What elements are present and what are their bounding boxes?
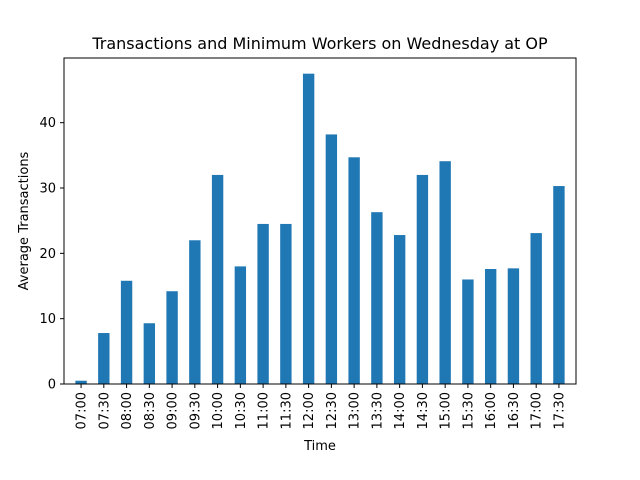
bar-1330 (371, 212, 383, 384)
x-axis-label: Time (303, 439, 336, 454)
x-tick-label: 11:00 (257, 392, 272, 429)
x-tick-label: 13:00 (348, 392, 363, 429)
y-tick-label: 40 (39, 116, 56, 131)
bar-0800 (120, 280, 133, 384)
y-axis-label: Average Transactions (17, 151, 32, 290)
x-tick-label: 15:30 (461, 392, 476, 429)
bar-0830 (143, 323, 156, 384)
bar-1400 (393, 235, 406, 384)
bar-1200 (302, 73, 315, 385)
x-tick-label: 15:00 (439, 392, 454, 429)
bar-1600 (484, 269, 497, 384)
y-tick-label: 20 (39, 247, 56, 262)
x-tick-label: 14:30 (416, 392, 431, 429)
bar-1630 (507, 268, 520, 384)
y-tick-label: 0 (48, 378, 56, 393)
bar-1100 (257, 223, 269, 384)
x-tick-label: 12:30 (325, 392, 340, 429)
y-ticks-group: 0 10 20 30 40 (39, 116, 64, 393)
chart-title: Transactions and Minimum Workers on Wedn… (91, 34, 548, 53)
x-tick-label: 10:00 (211, 392, 226, 429)
bar-1230 (325, 134, 338, 384)
y-tick-label: 10 (39, 312, 56, 327)
x-tick-label: 08:00 (120, 392, 135, 429)
x-tick-label: 10:30 (234, 392, 249, 429)
bar-1730 (553, 186, 565, 384)
bars-group (75, 73, 565, 385)
x-tick-label: 07:30 (97, 392, 112, 429)
x-tick-label: 14:00 (393, 392, 408, 429)
x-tick-label: 08:30 (143, 392, 158, 429)
bar-0700 (75, 380, 87, 384)
x-tick-label: 12:00 (302, 392, 317, 429)
bar-1530 (462, 279, 474, 384)
x-tick-label: 11:30 (279, 392, 294, 429)
bar-1030 (234, 266, 247, 384)
bar-0900 (166, 291, 178, 384)
x-tick-label: 13:30 (370, 392, 385, 429)
bar-1000 (211, 174, 224, 384)
bar-1700 (530, 233, 542, 384)
x-tick-label: 16:30 (507, 392, 522, 429)
x-tick-label: 09:30 (188, 392, 203, 429)
bar-0730 (98, 333, 110, 384)
plot-frame (63, 57, 577, 385)
x-tick-label: 16:00 (484, 392, 499, 429)
bar-1430 (416, 174, 429, 384)
bar-1500 (439, 161, 451, 384)
x-tick-label: 07:00 (75, 392, 90, 429)
x-tick-label: 17:00 (530, 392, 545, 429)
x-tick-label: 17:30 (552, 392, 567, 429)
bar-0930 (189, 240, 201, 384)
bar-1300 (348, 157, 360, 384)
x-ticks-group: 07:00 07:30 08:00 08:30 09:00 09:30 10:00 10:30… (75, 384, 567, 429)
x-tick-label: 09:00 (166, 392, 181, 429)
y-tick-label: 30 (39, 182, 56, 197)
bar-1130 (280, 223, 292, 384)
